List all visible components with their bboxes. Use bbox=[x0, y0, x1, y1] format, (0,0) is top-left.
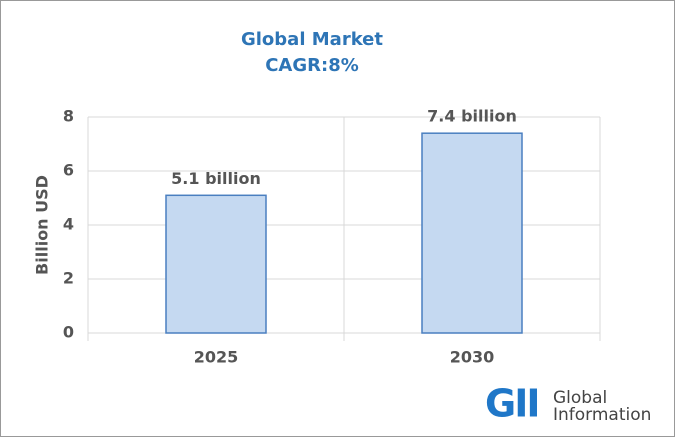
logo-mark: GII bbox=[485, 382, 538, 426]
y-axis-label: Billion USD bbox=[33, 175, 52, 275]
y-tick-label: 4 bbox=[63, 215, 74, 234]
y-tick-label: 0 bbox=[63, 323, 74, 342]
x-tick-label: 2030 bbox=[450, 348, 495, 367]
data-label: 7.4 billion bbox=[427, 107, 517, 126]
chart-subtitle: CAGR:8% bbox=[265, 55, 359, 76]
y-tick-label: 6 bbox=[63, 161, 74, 180]
bar bbox=[421, 132, 523, 334]
x-tick-label: 2025 bbox=[194, 348, 239, 367]
bar bbox=[165, 194, 267, 334]
data-label: 5.1 billion bbox=[171, 169, 261, 188]
chart-title: Global Market bbox=[241, 29, 383, 50]
logo-text: Global bbox=[553, 388, 607, 408]
logo-text: Information bbox=[553, 405, 651, 425]
y-tick-label: 2 bbox=[63, 269, 74, 288]
y-tick-label: 8 bbox=[63, 107, 74, 126]
